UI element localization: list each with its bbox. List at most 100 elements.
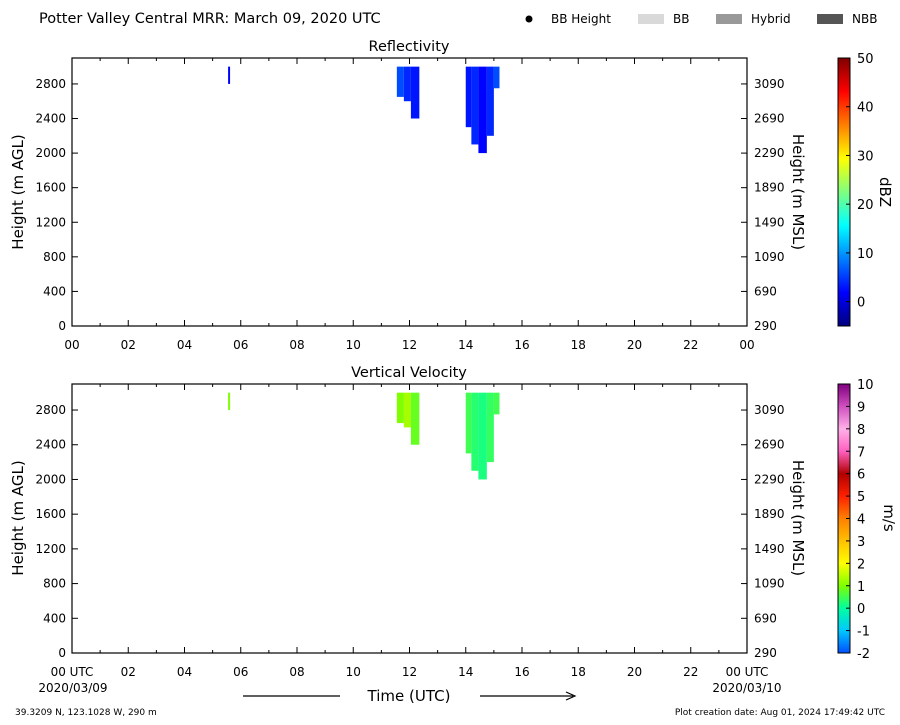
y-tick-label: 2400 (35, 112, 66, 126)
x-tick-label: 16 (514, 338, 529, 352)
y-axis-label: Height (m AGL) (9, 460, 27, 575)
x-tick-label: 06 (233, 338, 248, 352)
figure-title: Potter Valley Central MRR: March 09, 202… (39, 11, 381, 27)
y-tick-label: 2000 (35, 146, 66, 160)
x-tick-label: 20 (627, 338, 642, 352)
colorbar-tick-label: 1 (857, 580, 865, 595)
legend-hybrid-label: Hybrid (751, 12, 791, 26)
y-tick-label-right: 1890 (754, 507, 785, 521)
x-tick-label: 00 (739, 338, 754, 352)
legend-bb-label: BB (673, 12, 689, 26)
x-tick-label: 20 (627, 665, 642, 679)
x-tick-label: 22 (683, 338, 698, 352)
start-date: 2020/03/09 (38, 681, 107, 695)
y-axis-label-right: Height (m MSL) (789, 134, 807, 250)
y-tick-label-right: 3090 (754, 77, 785, 91)
end-date: 2020/03/10 (712, 681, 781, 695)
y-tick-label-right: 2290 (754, 146, 785, 160)
reflectivity-panel: Reflectivity 00 02 04 06 08 10 12 14 16 18 20 22 000… (9, 39, 894, 352)
header-legend: BB Height BB Hybrid NBB (525, 12, 877, 26)
y-tick-label-right: 1490 (754, 215, 785, 229)
x-tick-label: 04 (177, 338, 192, 352)
y-axis-label: Height (m AGL) (9, 134, 27, 249)
echo-cell (465, 66, 472, 128)
colorbar-tick-label: 10 (857, 247, 874, 262)
y-tick-label: 2000 (35, 472, 66, 486)
plot-creation-date: Plot creation date: Aug 01, 2024 17:49:4… (675, 708, 885, 718)
echo-cell (403, 66, 411, 102)
echo-cell (493, 392, 500, 415)
echo-cell (403, 392, 411, 428)
y-tick-label-right: 690 (754, 611, 777, 625)
y-tick-label: 0 (58, 646, 66, 660)
y-tick-label-right: 1490 (754, 542, 785, 556)
y-tick-label-right: 3090 (754, 403, 785, 417)
x-tick-label: 10 (346, 338, 361, 352)
arrow-head-icon (565, 691, 577, 701)
y-tick-label: 0 (58, 319, 66, 333)
y-tick-label-right: 2690 (754, 438, 785, 452)
echo-cell (228, 392, 231, 411)
colorbar-label: m/s (880, 504, 898, 532)
y-tick-label-right: 290 (754, 646, 777, 660)
x-tick-label: 14 (458, 665, 473, 679)
x-tick-label: 02 (121, 665, 136, 679)
echo-cell (493, 66, 500, 89)
y-tick-label: 800 (43, 250, 66, 264)
x-tick-label: 18 (571, 665, 586, 679)
x-tick-label: 08 (289, 338, 304, 352)
station-location: 39.3209 N, 123.1028 W, 290 m (15, 708, 157, 718)
legend-bb-height-label: BB Height (551, 12, 611, 26)
y-tick-label: 1600 (35, 507, 66, 521)
colorbar-tick-label: 40 (857, 101, 874, 116)
x-tick-label: 04 (177, 665, 192, 679)
y-tick-label-right: 1090 (754, 250, 785, 264)
echo-cell (478, 66, 487, 154)
y-tick-label: 1200 (35, 215, 66, 229)
y-tick-label-right: 290 (754, 319, 777, 333)
x-tick-label: 06 (233, 665, 248, 679)
colorbar-tick-label: 6 (857, 468, 865, 483)
x-tick-label: 00 UTC (51, 665, 94, 679)
y-tick-label: 2800 (35, 403, 66, 417)
colorbar-tick-label: 7 (857, 445, 865, 460)
echo-cell (486, 66, 494, 136)
x-tick-label: 14 (458, 338, 473, 352)
colorbar-tick-label: 20 (857, 198, 874, 213)
y-tick-label-right: 1890 (754, 181, 785, 195)
x-tick-label: 10 (346, 665, 361, 679)
colorbar-tick-label: 3 (857, 535, 865, 550)
colorbar-label: dBZ (876, 177, 894, 207)
echo-cell (486, 392, 494, 463)
colorbar-tick-label: 5 (857, 490, 865, 505)
x-tick-label: 00 (64, 338, 79, 352)
colorbar-tick-label: 2 (857, 557, 865, 572)
legend-hybrid-swatch (716, 14, 742, 24)
y-tick-label-right: 2690 (754, 112, 785, 126)
y-tick-label-right: 2290 (754, 472, 785, 486)
x-tick-label: 22 (683, 665, 698, 679)
echo-cell (410, 66, 420, 119)
echo-cell (471, 392, 479, 471)
panel-title: Vertical Velocity (351, 365, 467, 381)
y-tick-label: 2800 (35, 77, 66, 91)
x-tick-label: 12 (402, 338, 417, 352)
legend-bb-swatch (638, 14, 664, 24)
x-tick-label: 00 UTC (726, 665, 769, 679)
colorbar (837, 57, 851, 327)
colorbar-tick-label: 8 (857, 423, 865, 438)
legend-nbb-swatch (817, 14, 843, 24)
y-tick-label-right: 1090 (754, 577, 785, 591)
colorbar-tick-label: 4 (857, 513, 865, 528)
y-tick-label: 800 (43, 577, 66, 591)
x-axis-label: Time (UTC) (367, 687, 451, 705)
legend-bb-height-marker (525, 15, 533, 23)
colorbar-tick-label: -2 (857, 647, 870, 662)
echo-cell (228, 66, 231, 84)
y-axis-label-right: Height (m MSL) (789, 460, 807, 576)
y-tick-label: 1600 (35, 181, 66, 195)
echo-cell (471, 66, 479, 145)
y-tick-label: 2400 (35, 438, 66, 452)
x-tick-label: 02 (121, 338, 136, 352)
